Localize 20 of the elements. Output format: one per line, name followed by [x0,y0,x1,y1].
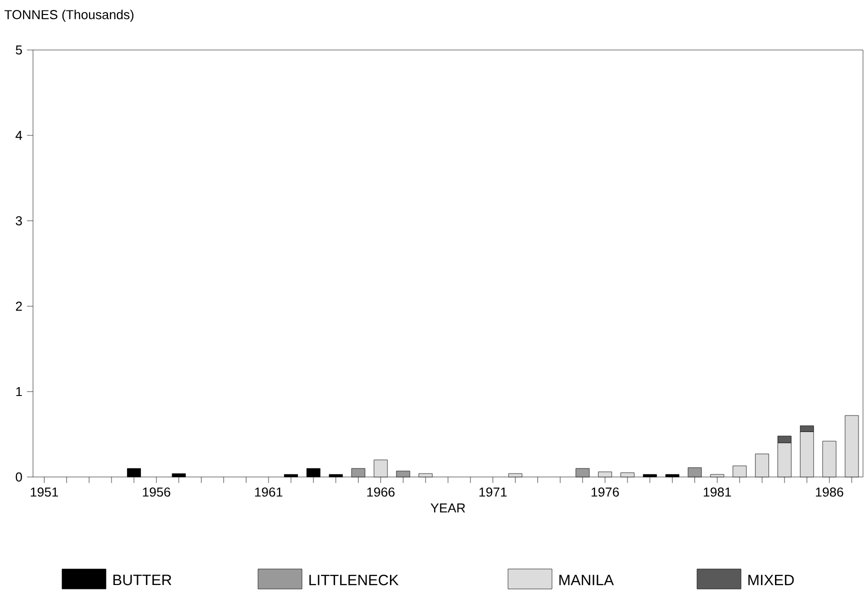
x-tick-label: 1971 [479,487,507,497]
y-tick-label: 5 [16,45,22,55]
legend-label: BUTTER [113,574,172,586]
y-tick-label: 0 [16,472,22,482]
x-tick-label: 1976 [592,487,619,497]
y-axis-title: TONNES (Thousands) [4,10,134,22]
legend-label: MANILA [559,574,614,586]
x-tick-label: 1951 [30,487,58,497]
x-tick-label: 1966 [367,487,395,497]
x-tick-label: 1986 [816,487,844,497]
legend-label: MIXED [748,574,794,586]
y-tick-label: 4 [16,130,22,140]
x-tick-label: 1956 [142,487,170,497]
x-axis-title: YEAR [430,504,466,512]
y-tick-label: 1 [16,387,22,396]
y-tick-label: 3 [16,216,22,226]
legend-label: LITTLENECK [309,574,399,586]
y-tick-label: 2 [16,302,22,311]
x-tick-label: 1981 [704,487,731,497]
x-tick-label: 1961 [255,487,282,497]
